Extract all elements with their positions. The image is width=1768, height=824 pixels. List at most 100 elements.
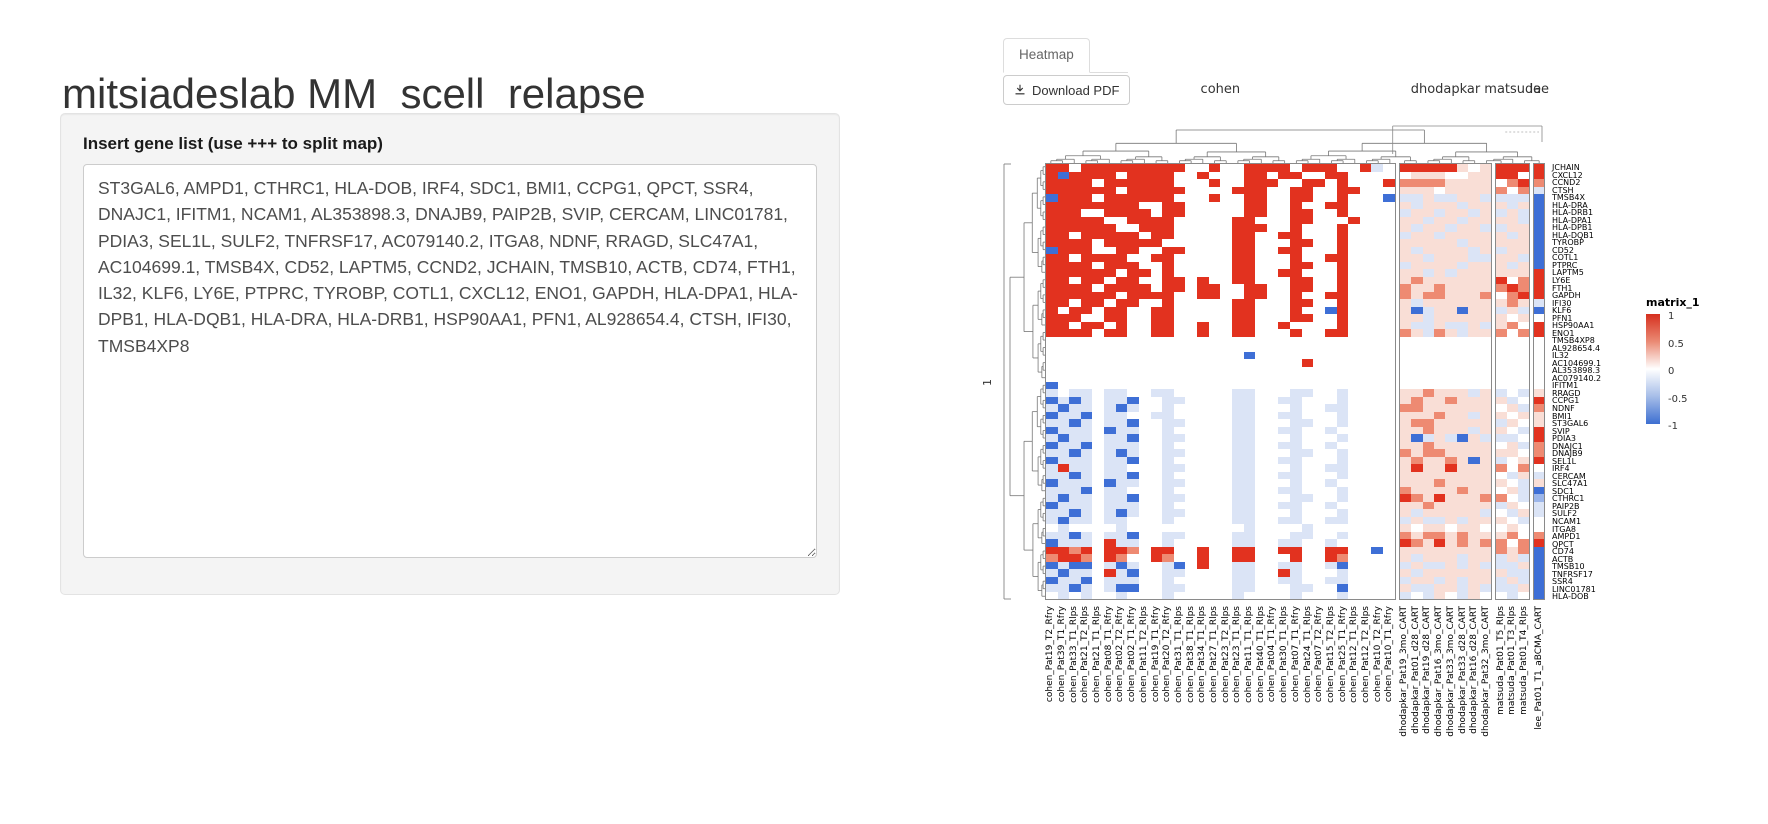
heatmap-cell	[1336, 494, 1349, 502]
heatmap-cell	[1057, 584, 1070, 592]
heatmap-cell	[1336, 471, 1349, 479]
heatmap-cell	[1399, 404, 1412, 412]
heatmap-cell	[1434, 216, 1446, 224]
heatmap-cell	[1266, 531, 1279, 539]
heatmap-cell	[1278, 456, 1291, 464]
heatmap-cell	[1080, 576, 1093, 584]
heatmap-cell	[1301, 194, 1314, 202]
heatmap-cell	[1173, 359, 1186, 367]
heatmap-cell	[1468, 254, 1480, 262]
heatmap-cell	[1383, 456, 1395, 464]
heatmap-cell	[1162, 464, 1174, 472]
heatmap-cell	[1399, 269, 1412, 277]
heatmap-cell	[1266, 494, 1279, 502]
heatmap-cell	[1127, 479, 1139, 487]
heatmap-cell	[1518, 456, 1530, 464]
heatmap-cell	[1185, 591, 1198, 599]
heatmap-cell	[1150, 509, 1163, 517]
heatmap-cell	[1057, 231, 1070, 239]
heatmap-cell	[1138, 554, 1151, 562]
heatmap-cell	[1534, 456, 1544, 464]
heatmap-cell	[1092, 546, 1105, 554]
heatmap-cell	[1422, 494, 1435, 502]
heatmap-cell	[1468, 584, 1480, 592]
heatmap-cell	[1138, 464, 1151, 472]
heatmap-cell	[1266, 231, 1279, 239]
heatmap-cell	[1411, 359, 1423, 367]
heatmap-cell	[1422, 321, 1435, 329]
heatmap-cell	[1496, 479, 1508, 487]
heatmap-cell	[1185, 336, 1198, 344]
heatmap-cell	[1371, 441, 1384, 449]
heatmap-cell	[1479, 479, 1492, 487]
heatmap-cell	[1359, 359, 1372, 367]
heatmap-cell	[1057, 479, 1070, 487]
heatmap-cell	[1046, 254, 1058, 262]
heatmap-cell	[1046, 389, 1058, 397]
heatmap-cell	[1057, 284, 1070, 292]
heatmap-cell	[1278, 524, 1291, 532]
heatmap-cell	[1348, 591, 1360, 599]
heatmap-cell	[1150, 351, 1163, 359]
row-label: JCHAIN	[1552, 163, 1580, 172]
heatmap-cell	[1348, 396, 1360, 404]
heatmap-cell	[1336, 584, 1349, 592]
heatmap-cell	[1348, 254, 1360, 262]
heatmap-cell	[1092, 569, 1105, 577]
heatmap-cell	[1399, 501, 1412, 509]
heatmap-cell	[1348, 314, 1360, 322]
heatmap-cell	[1290, 314, 1302, 322]
heatmap-cell	[1507, 569, 1519, 577]
heatmap-cell	[1313, 291, 1325, 299]
heatmap-cell	[1422, 456, 1435, 464]
heatmap-cell	[1399, 216, 1412, 224]
heatmap-cell	[1518, 284, 1530, 292]
heatmap-cell	[1115, 179, 1128, 187]
heatmap-cell	[1255, 546, 1267, 554]
heatmap-cell	[1197, 201, 1209, 209]
heatmap-cell	[1301, 314, 1314, 322]
heatmap-cell	[1150, 516, 1163, 524]
tab-heatmap[interactable]: Heatmap	[1003, 38, 1090, 73]
heatmap-cell	[1080, 531, 1093, 539]
heatmap-cell	[1162, 209, 1174, 217]
heatmap-cell	[1324, 194, 1337, 202]
heatmap-cell	[1422, 366, 1435, 374]
heatmap-cell	[1434, 329, 1446, 337]
gene-list-input[interactable]: ST3GAL6, AMPD1, CTHRC1, HLA-DOB, IRF4, S…	[83, 164, 817, 558]
heatmap-cell	[1434, 201, 1446, 209]
heatmap-cell	[1445, 209, 1457, 217]
heatmap-cell	[1496, 314, 1508, 322]
column-group-label-cohen: cohen	[1200, 82, 1241, 97]
heatmap-cell	[1220, 186, 1232, 194]
heatmap-cell	[1243, 531, 1256, 539]
heatmap-cell	[1313, 441, 1325, 449]
row-label: ITGA8	[1552, 524, 1577, 534]
heatmap-cell	[1411, 524, 1423, 532]
heatmap-cell	[1301, 539, 1314, 547]
heatmap-cell	[1399, 479, 1412, 487]
heatmap-cell	[1162, 411, 1174, 419]
heatmap-cell	[1518, 261, 1530, 269]
heatmap-cell	[1278, 224, 1291, 232]
column-label: cohen_Pat11_T1_Rlps	[1244, 606, 1255, 703]
heatmap-cell	[1220, 351, 1232, 359]
heatmap-cell	[1057, 561, 1070, 569]
heatmap-cell	[1115, 216, 1128, 224]
heatmap-cell	[1069, 584, 1081, 592]
heatmap-cell	[1336, 359, 1349, 367]
heatmap-cell	[1127, 554, 1139, 562]
download-pdf-button[interactable]: Download PDF	[1003, 75, 1131, 105]
heatmap-cell	[1231, 336, 1244, 344]
heatmap-cell	[1057, 269, 1070, 277]
heatmap-cell	[1150, 186, 1163, 194]
heatmap-cell	[1127, 374, 1139, 382]
heatmap-cell	[1468, 366, 1480, 374]
heatmap-cell	[1301, 411, 1314, 419]
heatmap-cell	[1266, 524, 1279, 532]
heatmap-cell	[1138, 254, 1151, 262]
heatmap-cell	[1220, 239, 1232, 247]
row-label: SSR4	[1552, 577, 1573, 587]
heatmap-cell	[1479, 434, 1492, 442]
heatmap-cell	[1173, 284, 1186, 292]
